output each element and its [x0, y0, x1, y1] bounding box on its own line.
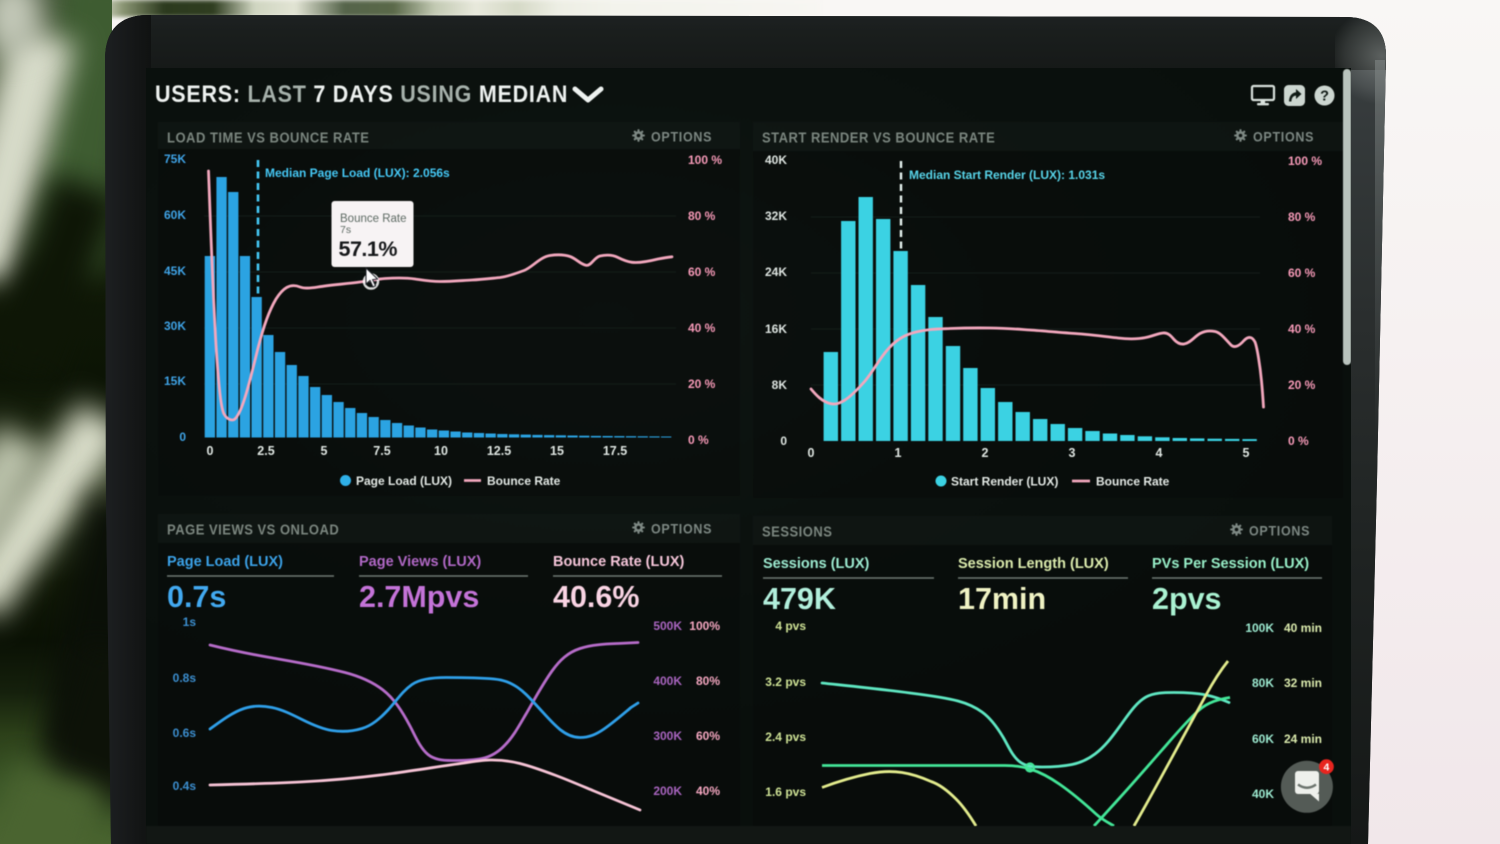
svg-text:Start Render (LUX): Start Render (LUX): [951, 475, 1058, 489]
svg-text:40 %: 40 %: [1288, 322, 1316, 336]
svg-text:100 %: 100 %: [1288, 154, 1322, 168]
svg-text:60K: 60K: [164, 208, 186, 222]
svg-text:80K: 80K: [1252, 676, 1274, 690]
svg-text:15: 15: [550, 444, 564, 458]
svg-text:2pvs: 2pvs: [1152, 582, 1222, 616]
svg-text:0: 0: [179, 430, 186, 444]
svg-text:200K: 200K: [653, 784, 682, 798]
svg-text:40 %: 40 %: [688, 321, 716, 335]
svg-text:100 %: 100 %: [688, 153, 722, 167]
svg-text:40 min: 40 min: [1284, 621, 1322, 635]
svg-text:75K: 75K: [164, 152, 186, 166]
svg-text:16K: 16K: [765, 322, 787, 336]
svg-text:2.7Mpvs: 2.7Mpvs: [359, 580, 479, 614]
svg-text:17.5: 17.5: [603, 444, 627, 458]
svg-text:32K: 32K: [765, 209, 787, 223]
svg-text:0.8s: 0.8s: [173, 671, 197, 685]
svg-text:12.5: 12.5: [487, 444, 511, 458]
svg-text:Bounce Rate (LUX): Bounce Rate (LUX): [553, 554, 684, 570]
svg-text:24 min: 24 min: [1284, 732, 1322, 746]
svg-text:5: 5: [1243, 446, 1250, 460]
svg-text:3.2 pvs: 3.2 pvs: [765, 675, 806, 689]
svg-text:20 %: 20 %: [1288, 378, 1316, 392]
svg-text:32 min: 32 min: [1284, 676, 1322, 690]
svg-text:0.4s: 0.4s: [173, 779, 197, 793]
svg-text:10: 10: [434, 444, 448, 458]
svg-text:8K: 8K: [772, 378, 788, 392]
svg-text:7.5: 7.5: [373, 444, 390, 458]
svg-text:60 %: 60 %: [1288, 266, 1316, 280]
svg-text:1: 1: [895, 446, 902, 460]
svg-text:2.5: 2.5: [257, 444, 274, 458]
svg-text:1.6 pvs: 1.6 pvs: [765, 785, 806, 799]
svg-text:60K: 60K: [1252, 732, 1274, 746]
svg-text:5: 5: [321, 444, 328, 458]
svg-text:60 %: 60 %: [688, 265, 716, 279]
svg-text:479K: 479K: [763, 582, 836, 616]
svg-text:57.1%: 57.1%: [339, 237, 398, 261]
svg-text:15K: 15K: [164, 374, 186, 388]
svg-text:80 %: 80 %: [1288, 210, 1316, 224]
svg-text:0.6s: 0.6s: [173, 726, 197, 740]
svg-text:17min: 17min: [958, 582, 1046, 616]
svg-text:Page Views (LUX): Page Views (LUX): [359, 554, 481, 570]
svg-text:7s: 7s: [340, 224, 351, 236]
svg-text:Bounce Rate: Bounce Rate: [340, 213, 407, 225]
svg-text:Page Load (LUX): Page Load (LUX): [167, 554, 283, 570]
svg-text:3: 3: [1069, 446, 1076, 460]
svg-text:40K: 40K: [1252, 787, 1274, 801]
svg-text:40K: 40K: [765, 153, 787, 167]
svg-text:80 %: 80 %: [688, 209, 716, 223]
svg-text:20 %: 20 %: [688, 377, 716, 391]
svg-text:Page Load (LUX): Page Load (LUX): [356, 474, 452, 488]
svg-text:Bounce Rate: Bounce Rate: [1096, 475, 1170, 489]
svg-text:4: 4: [1156, 446, 1163, 460]
svg-text:Median Page Load (LUX): 2.056s: Median Page Load (LUX): 2.056s: [265, 166, 450, 180]
svg-text:300K: 300K: [653, 729, 682, 743]
svg-text:0 %: 0 %: [688, 433, 709, 447]
svg-text:0 %: 0 %: [1288, 434, 1309, 448]
svg-text:24K: 24K: [765, 265, 787, 279]
svg-text:100K: 100K: [1245, 621, 1274, 635]
svg-text:Bounce Rate: Bounce Rate: [487, 474, 561, 488]
svg-text:4: 4: [1323, 761, 1329, 773]
svg-text:0: 0: [780, 434, 787, 448]
svg-text:60%: 60%: [696, 729, 720, 743]
svg-text:40%: 40%: [696, 784, 720, 798]
svg-text:0.7s: 0.7s: [167, 580, 226, 614]
svg-text:0: 0: [207, 444, 214, 458]
svg-text:Session Length (LUX): Session Length (LUX): [958, 556, 1109, 572]
svg-text:Median Start Render (LUX): 1.0: Median Start Render (LUX): 1.031s: [909, 168, 1105, 182]
svg-text:2: 2: [982, 446, 989, 460]
svg-text:400K: 400K: [653, 674, 682, 688]
svg-text:1s: 1s: [183, 615, 197, 629]
svg-text:Sessions (LUX): Sessions (LUX): [763, 556, 870, 572]
svg-text:0: 0: [808, 446, 815, 460]
svg-text:30K: 30K: [164, 319, 186, 333]
svg-text:500K: 500K: [653, 619, 682, 633]
svg-text:40.6%: 40.6%: [553, 580, 639, 614]
svg-text:100%: 100%: [689, 619, 720, 633]
svg-text:4 pvs: 4 pvs: [775, 619, 806, 633]
svg-text:PVs Per Session (LUX): PVs Per Session (LUX): [1152, 556, 1309, 572]
svg-text:2.4 pvs: 2.4 pvs: [765, 730, 806, 744]
svg-text:80%: 80%: [696, 674, 720, 688]
svg-text:45K: 45K: [164, 264, 186, 278]
svg-text:?: ?: [1320, 88, 1329, 104]
